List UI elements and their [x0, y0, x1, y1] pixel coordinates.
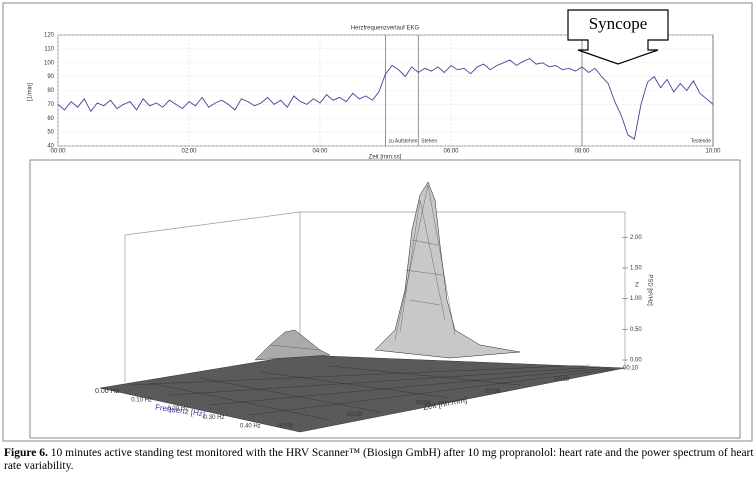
x-tick-label: 04:00 — [312, 149, 328, 155]
x-tick-label: 08:00 — [574, 149, 590, 155]
freq-tick-label: 0.40 Hz — [240, 424, 261, 430]
heart-rate-line — [57, 58, 714, 140]
event-label: Stehen — [421, 138, 437, 144]
y-tick-label: 60 — [47, 116, 54, 122]
hf-peak — [374, 181, 521, 359]
figure: Herzfrequenzverlauf EKG [1/min] Zeit [mm… — [2, 2, 753, 442]
z-tick-label: 0.50 — [630, 327, 642, 333]
caption-label: Figure 6. — [4, 447, 48, 459]
event-label: zu Aufstehen — [389, 138, 418, 144]
x-tick-label: 10:00 — [705, 149, 721, 155]
y-tick-label: 50 — [47, 130, 54, 136]
y-tick-label: 100 — [44, 60, 55, 66]
time-tick-label: 00:06 — [485, 389, 501, 395]
x-tick-label: 02:00 — [181, 149, 197, 155]
caption-text: 10 minutes active standing test monitore… — [4, 447, 754, 472]
x-axis-label: Zeit [mm:ss] — [369, 155, 402, 161]
callout-box — [567, 9, 669, 65]
y-axis-label: [1/min] — [28, 83, 34, 101]
x-tick-label: 00:00 — [50, 149, 66, 155]
y-tick-label: 80 — [47, 88, 54, 94]
annotation-text: Syncope — [589, 14, 648, 33]
z-tick-label: 0.00 — [630, 358, 642, 364]
surface-floor — [99, 354, 626, 433]
psd-axis-label: PSD [s²/Hz] — [646, 274, 652, 306]
time-tick-label: 00:08 — [554, 377, 570, 383]
time-tick-label: 00:10 — [623, 366, 639, 372]
z-tick-label: 2.00 — [630, 235, 642, 241]
y-tick-label: 110 — [44, 46, 54, 52]
lf-peak — [254, 329, 331, 361]
freq-tick-label: 0.30 Hz — [204, 415, 225, 421]
peak-mesh — [269, 184, 456, 351]
caption: Figure 6. 10 minutes active standing tes… — [4, 447, 754, 473]
chart-title: Herzfrequenzverlauf EKG — [351, 26, 420, 32]
freq-tick-label: 0.10 Hz — [131, 397, 152, 403]
x-tick-label: 06:00 — [443, 149, 459, 155]
time-tick-label: 00:04 — [416, 400, 432, 406]
y-tick-label: 40 — [47, 144, 54, 150]
y-tick-label: 90 — [47, 74, 54, 80]
spectrum-panel: Z PSD [s²/Hz] Frequenz [Hz] Zeit [hh:mm]… — [29, 159, 741, 439]
z-tick-label: 1.00 — [630, 296, 642, 302]
z-tick-label: 1.50 — [630, 266, 642, 272]
surface-mesh — [129, 364, 616, 421]
y-tick-label: 120 — [44, 33, 55, 39]
freq-tick-label: 0.20 Hz — [168, 406, 189, 412]
freq-tick-label: 0.00 Hz — [95, 388, 120, 395]
annotation-callout: Syncope — [567, 9, 669, 65]
z-axis-label: Z — [635, 283, 639, 289]
time-tick-label: 00:00 — [278, 424, 294, 430]
time-tick-label: 00:02 — [347, 412, 363, 418]
y-tick-label: 70 — [47, 102, 54, 108]
event-label: Testende — [691, 138, 712, 144]
